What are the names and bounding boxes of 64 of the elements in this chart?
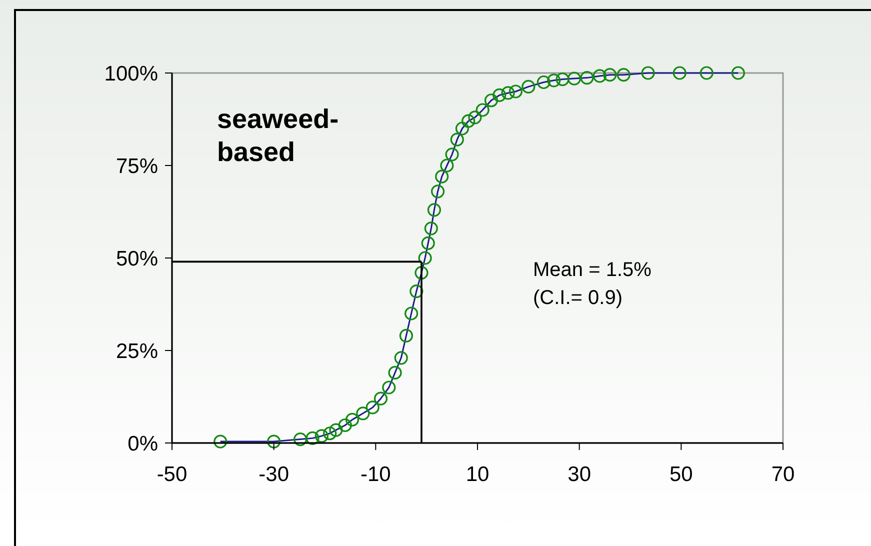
point — [306, 431, 320, 445]
point — [294, 432, 308, 446]
line-series — [220, 72, 739, 442]
y-tick-label: 25% — [116, 340, 158, 363]
point — [345, 412, 360, 426]
point — [492, 88, 506, 102]
y-tick-label: 0% — [128, 432, 158, 456]
point — [314, 429, 328, 443]
point — [556, 72, 570, 86]
point — [404, 306, 418, 320]
x-tick-label: -10 — [360, 463, 391, 486]
x-tick-label: -30 — [258, 463, 290, 486]
point — [427, 203, 442, 217]
point — [567, 72, 582, 86]
point — [468, 110, 482, 124]
point — [616, 68, 630, 82]
point — [580, 71, 594, 85]
x-tick-label: -50 — [156, 463, 188, 486]
point — [410, 284, 424, 298]
point — [394, 351, 408, 365]
point — [388, 366, 402, 380]
x-tick-label: 30 — [568, 463, 592, 486]
point — [592, 69, 606, 83]
y-tick-label: 50% — [116, 247, 158, 270]
point — [424, 222, 438, 236]
point — [547, 74, 561, 88]
y-tick-label: 100% — [104, 62, 158, 86]
point — [323, 426, 337, 440]
point — [267, 434, 281, 448]
point — [366, 400, 380, 414]
point — [418, 251, 432, 265]
point — [476, 103, 490, 117]
point — [445, 148, 459, 162]
point — [450, 132, 464, 146]
y-tick-label: 75% — [116, 154, 158, 178]
point — [329, 423, 343, 437]
point — [462, 114, 476, 128]
point — [501, 86, 515, 100]
x-tick-label: 50 — [669, 463, 693, 486]
point — [508, 84, 522, 98]
point — [435, 170, 449, 184]
point — [356, 406, 370, 420]
point — [382, 380, 396, 394]
x-tick-label: 10 — [466, 463, 490, 486]
x-tick-label: 70 — [771, 463, 795, 486]
point — [414, 266, 428, 280]
point — [536, 75, 550, 90]
annotation: seaweed- based — [217, 104, 339, 167]
point — [399, 328, 414, 342]
point — [641, 66, 655, 80]
point — [731, 66, 745, 80]
point — [440, 158, 454, 172]
point — [603, 68, 617, 82]
point — [421, 236, 435, 250]
point — [522, 80, 536, 94]
point — [214, 434, 228, 448]
point — [700, 66, 714, 80]
point — [338, 418, 352, 432]
point — [430, 184, 445, 198]
point — [455, 122, 470, 136]
point — [374, 392, 388, 406]
point — [672, 66, 686, 80]
annotation: Mean = 1.5% (C.I.= 0.9) — [533, 259, 652, 309]
point — [484, 94, 498, 108]
